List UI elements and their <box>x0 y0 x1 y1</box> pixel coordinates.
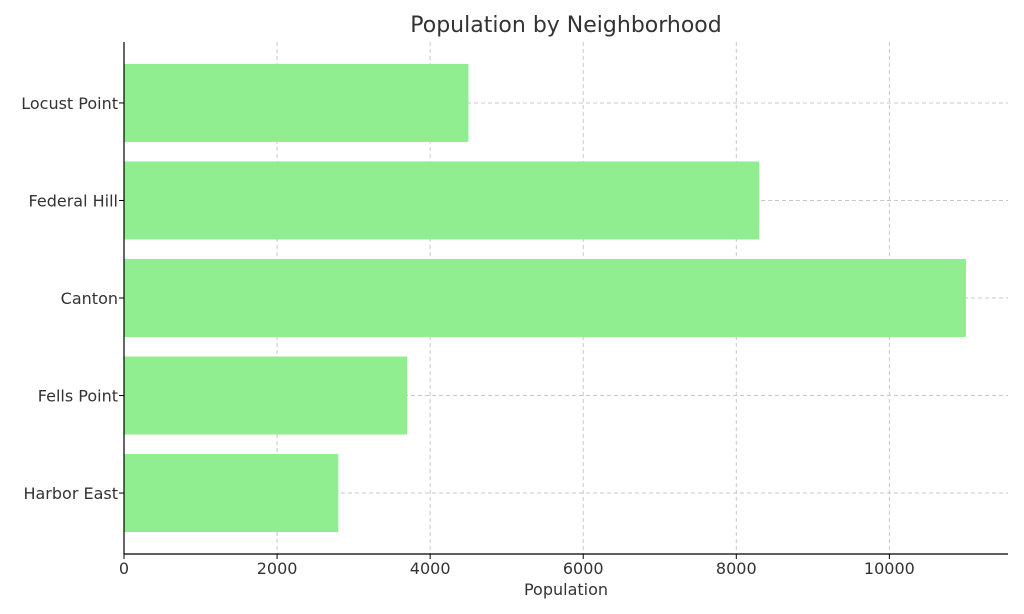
y-tick-label: Federal Hill <box>29 191 118 210</box>
x-ticks: 0 2000 4000 6000 8000 10000 <box>119 554 915 578</box>
y-ticks: Harbor East Fells Point Canton Federal Hill… <box>21 94 124 503</box>
x-tick-label: 6000 <box>563 559 604 578</box>
x-tick-label: 4000 <box>410 559 451 578</box>
y-tick-label: Canton <box>61 289 118 308</box>
x-tick-label: 8000 <box>716 559 757 578</box>
bar-locust-point <box>124 63 469 142</box>
y-tick-label: Fells Point <box>38 387 118 406</box>
y-tick-label: Locust Point <box>21 94 118 113</box>
chart-title: Population by Neighborhood <box>410 13 721 38</box>
x-tick-label: 10000 <box>864 559 915 578</box>
y-tick-label: Harbor East <box>23 484 118 503</box>
bar-fells-point <box>124 356 408 435</box>
x-tick-label: 2000 <box>257 559 298 578</box>
x-tick-label: 0 <box>119 559 129 578</box>
bars <box>124 63 966 533</box>
bar-federal-hill <box>124 161 760 240</box>
x-axis-label: Population <box>524 580 608 599</box>
bar-harbor-east <box>124 454 339 533</box>
bar-canton <box>124 258 966 338</box>
